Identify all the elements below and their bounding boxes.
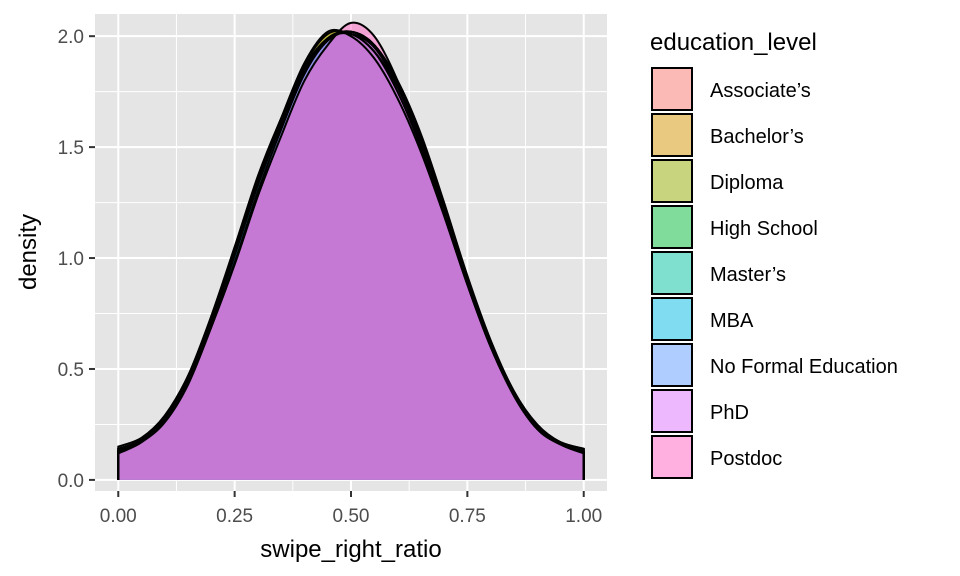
density-area-9 — [118, 22, 584, 480]
legend-label: Bachelor’s — [710, 126, 804, 148]
y-axis-title: density — [15, 214, 42, 290]
legend-label: MBA — [710, 310, 754, 332]
legend-key — [651, 205, 693, 249]
x-tick-label: 0.00 — [100, 506, 137, 527]
legend: Associate’s Bachelor’s Diploma High School M… — [651, 67, 898, 479]
x-axis-ticks: 0.00 0.25 0.50 0.75 1.00 — [100, 491, 602, 527]
legend-key — [651, 251, 693, 295]
y-tick-label: 0.0 — [58, 471, 84, 492]
x-tick-label: 1.00 — [565, 506, 602, 527]
legend-label: Diploma — [710, 172, 784, 194]
x-axis-title: swipe_right_ratio — [260, 536, 441, 563]
legend-key — [651, 435, 693, 479]
y-tick-label: 1.0 — [58, 249, 84, 270]
y-tick-label: 1.5 — [58, 138, 84, 159]
legend-key — [651, 113, 693, 157]
legend-label: No Formal Education — [710, 356, 898, 378]
density-outline-9 — [117, 21, 585, 480]
density-areas — [117, 21, 585, 480]
legend-title: education_level — [650, 29, 817, 56]
x-tick-label: 0.50 — [333, 506, 370, 527]
legend-key — [651, 297, 693, 341]
legend-label: Associate’s — [710, 80, 811, 102]
legend-key — [651, 67, 693, 111]
y-axis-ticks: 0.0 0.5 1.0 1.5 2.0 — [58, 27, 95, 492]
legend-key — [651, 159, 693, 203]
legend-key — [651, 389, 693, 433]
x-tick-label: 0.25 — [216, 506, 253, 527]
x-tick-label: 0.75 — [449, 506, 486, 527]
legend-label: Postdoc — [710, 448, 782, 470]
legend-label: PhD — [710, 402, 749, 424]
legend-key — [651, 343, 693, 387]
legend-label: High School — [710, 218, 818, 240]
legend-label: Master’s — [710, 264, 786, 286]
y-tick-label: 0.5 — [58, 360, 84, 381]
y-tick-label: 2.0 — [58, 27, 84, 48]
